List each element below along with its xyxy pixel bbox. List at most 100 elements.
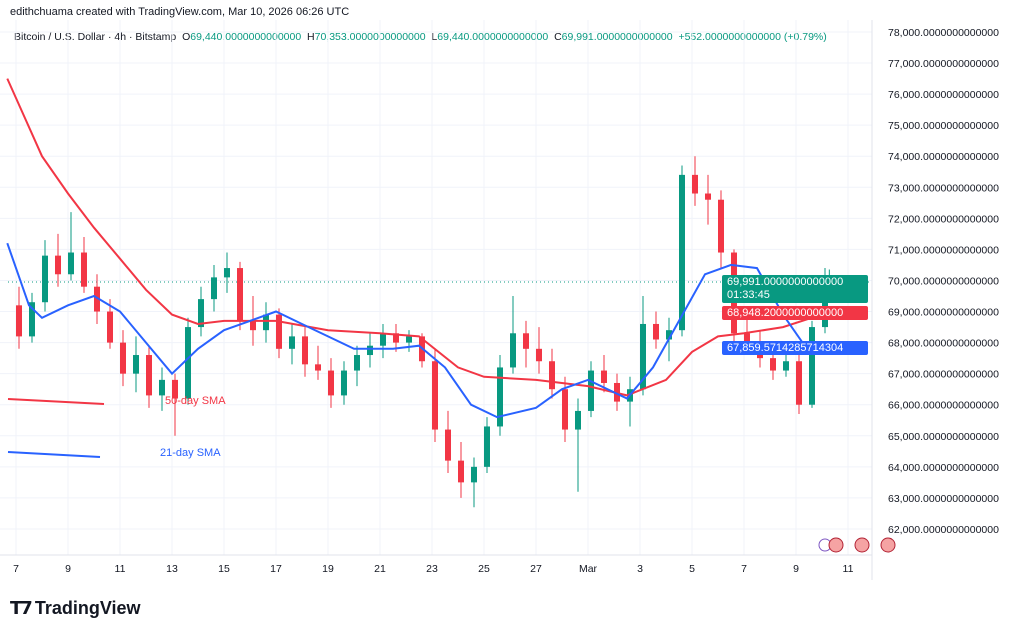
candle: [809, 320, 815, 408]
candle-body: [588, 370, 594, 411]
candle: [692, 156, 698, 206]
candle-body: [354, 355, 360, 371]
close-value: 69,991.0000000000000: [561, 31, 673, 43]
time-tick-label: 7: [13, 563, 19, 575]
price-tick-label: 73,000.0000000000000: [888, 182, 999, 194]
candle: [575, 398, 581, 492]
candle-body: [393, 333, 399, 343]
candle-body: [81, 252, 87, 287]
candle: [94, 274, 100, 324]
credit-text: edithchuama created with TradingView.com…: [10, 6, 350, 18]
sma50-tag: 68,948.2000000000000: [722, 306, 868, 320]
us-flag-icon: [828, 537, 844, 553]
candle: [146, 345, 152, 408]
time-tick-label: 21: [374, 563, 386, 575]
price-tick-label: 77,000.0000000000000: [888, 58, 999, 70]
price-tick-label: 72,000.0000000000000: [888, 213, 999, 225]
candle: [458, 441, 464, 498]
candle-body: [640, 323, 646, 390]
candle-body: [692, 174, 698, 194]
candle: [367, 333, 373, 368]
time-tick-label: 3: [637, 563, 643, 575]
candle: [393, 323, 399, 352]
candle-body: [224, 268, 230, 278]
candle-body: [562, 389, 568, 430]
candle-body: [198, 299, 204, 328]
time-tick-label: 9: [793, 563, 799, 575]
candle-body: [705, 193, 711, 200]
candle-body: [185, 327, 191, 399]
candle-body: [29, 302, 35, 337]
logo-text: TradingView: [34, 598, 141, 618]
price-tick-label: 62,000.0000000000000: [888, 524, 999, 536]
candle: [263, 302, 269, 343]
price-tick-label: 71,000.0000000000000: [888, 244, 999, 256]
candle: [224, 252, 230, 293]
candle-body: [172, 379, 178, 399]
candle-body: [471, 466, 477, 483]
candle-body: [341, 370, 347, 396]
legend-sma50-swatch: [7, 398, 105, 405]
candle-body: [250, 320, 256, 331]
candle: [328, 358, 334, 408]
candle-body: [94, 286, 100, 312]
last-price-value: 69,991.0000000000000: [727, 276, 844, 288]
candle-body: [289, 336, 295, 349]
time-tick-label: 5: [689, 563, 695, 575]
price-tick-label: 67,000.0000000000000: [888, 369, 999, 381]
candle-body: [783, 361, 789, 371]
time-axis: 7 9 11 13 15 17 19 21 23 25 27 Mar 3 5 7 9 11: [13, 563, 854, 575]
candle-body: [380, 333, 386, 346]
candle: [198, 286, 204, 337]
price-tick-label: 63,000.0000000000000: [888, 493, 999, 505]
time-tick-label: 17: [270, 563, 282, 575]
candle-body: [315, 364, 321, 371]
last-price-tag: 69,991.0000000000000 01:33:45: [722, 275, 868, 303]
candle: [107, 299, 113, 349]
low-value: 69,440.0000000000000: [437, 31, 549, 43]
symbol-name[interactable]: Bitcoin / U.S. Dollar · 4h · Bitstamp: [14, 31, 177, 43]
candle: [679, 165, 685, 337]
bar-countdown: 01:33:45: [727, 289, 770, 301]
legend-sma21-swatch: [7, 451, 101, 458]
time-tick-label: Mar: [579, 563, 598, 575]
us-flag-icon: [880, 537, 896, 553]
high-value: 70,353.0000000000000: [314, 31, 426, 43]
low-label: L: [431, 31, 438, 43]
price-tick-label: 68,000.0000000000000: [888, 338, 999, 350]
candle-body: [432, 361, 438, 430]
candle-body: [549, 361, 555, 390]
open-value: 69,440.0000000000000: [190, 31, 302, 43]
candle: [796, 351, 802, 415]
candle: [653, 311, 659, 349]
candle-body: [263, 314, 269, 331]
candle: [627, 376, 633, 427]
candle: [120, 330, 126, 387]
event-icons[interactable]: [818, 537, 896, 553]
sma21-tag: 67,859.5714285714304: [722, 341, 868, 355]
candle: [185, 317, 191, 405]
candle: [341, 361, 347, 405]
price-axis: 62,000.0000000000000 63,000.0000000000000…: [888, 27, 999, 536]
candle: [133, 336, 139, 393]
tradingview-logo[interactable]: 𝗧𝟳 TradingView: [10, 598, 141, 619]
candle-body: [575, 410, 581, 430]
candle: [55, 233, 61, 287]
price-tick-label: 66,000.0000000000000: [888, 400, 999, 412]
candle: [289, 323, 295, 365]
candle: [159, 367, 165, 411]
time-tick-label: 23: [426, 563, 438, 575]
time-tick-label: 19: [322, 563, 334, 575]
candle: [549, 348, 555, 399]
price-tick-label: 74,000.0000000000000: [888, 151, 999, 163]
symbol-legend: Bitcoin / U.S. Dollar · 4h · Bitstamp O6…: [14, 31, 827, 44]
candle: [172, 373, 178, 436]
close-label: C: [554, 31, 562, 43]
candle: [16, 286, 22, 349]
price-tick-label: 75,000.0000000000000: [888, 120, 999, 132]
candle-body: [68, 252, 74, 275]
candle-body: [159, 379, 165, 396]
candle-body: [55, 255, 61, 275]
price-tick-label: 78,000.0000000000000: [888, 27, 999, 39]
